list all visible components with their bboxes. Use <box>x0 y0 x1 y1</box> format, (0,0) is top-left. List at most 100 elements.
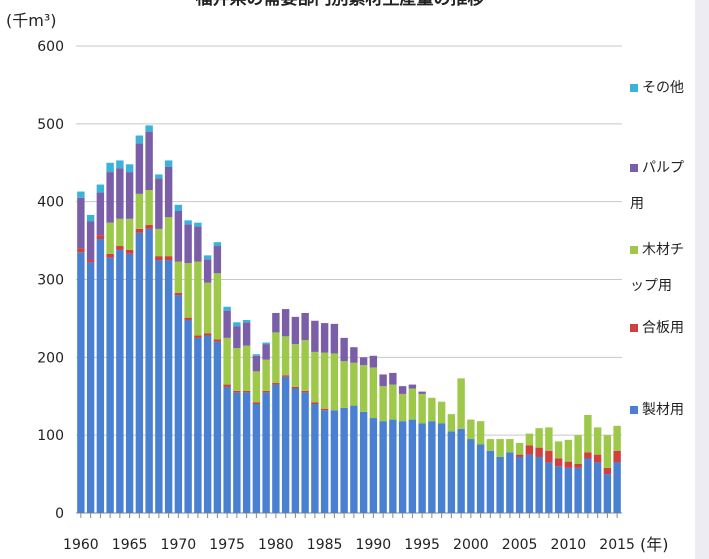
bar-segment <box>86 214 95 222</box>
bar-segment <box>262 390 270 393</box>
bar-segment <box>291 316 300 345</box>
bar-segment <box>330 323 339 354</box>
bar-segment <box>155 228 163 257</box>
bar-segment <box>106 257 114 513</box>
bar-segment <box>486 439 495 451</box>
bar-segment <box>125 249 134 254</box>
bar-segment <box>174 295 183 513</box>
legend-item: 合板用 <box>630 310 688 346</box>
x-axis-label: (年) <box>640 535 669 554</box>
bar-segment <box>203 259 212 283</box>
bar-segment <box>213 242 222 247</box>
bar-segment <box>252 355 261 372</box>
bar-segment <box>574 463 582 468</box>
bar-segment <box>291 388 300 513</box>
bar-segment <box>350 362 358 406</box>
bar-segment <box>106 172 114 223</box>
bar-segment <box>184 317 192 320</box>
bar-segment <box>301 312 309 341</box>
bar-segment <box>418 391 426 394</box>
x-tick-label: 1975 <box>209 537 245 553</box>
bar-segment <box>86 262 95 513</box>
y-tick-label: 0 <box>55 506 64 522</box>
bar-segment <box>96 192 105 236</box>
bar-segment <box>281 375 290 377</box>
bar-segment <box>506 452 514 513</box>
bar-segment <box>437 423 446 513</box>
bar-segment <box>135 232 144 514</box>
bar-segment <box>564 439 573 462</box>
bar-segment <box>301 392 309 513</box>
bar-segment <box>145 131 153 190</box>
bar-segment <box>86 221 95 261</box>
bar-segment <box>457 428 465 513</box>
bar-segment <box>379 374 387 387</box>
legend-swatch <box>630 246 638 254</box>
bar-segment <box>184 224 192 264</box>
bar-segment <box>194 222 202 227</box>
bar-segment <box>233 322 241 327</box>
bar-segment <box>242 345 251 391</box>
x-tick-label: 1965 <box>112 537 148 553</box>
bar-segment <box>106 162 114 173</box>
bar-segment <box>252 354 261 356</box>
bar-segment <box>272 312 280 333</box>
bar-segment <box>242 392 251 513</box>
bar-segment <box>398 386 407 394</box>
bar-segment <box>584 414 592 453</box>
bar-segment <box>320 410 329 513</box>
bar-segment <box>164 256 173 261</box>
bar-segment <box>116 160 124 169</box>
bar-segment <box>311 320 319 352</box>
bar-segment <box>213 246 222 274</box>
bar-segment <box>506 439 514 453</box>
bar-segment <box>311 402 319 405</box>
bar-segment <box>164 217 173 257</box>
bar-segment <box>379 421 387 513</box>
bar-segment <box>320 352 329 409</box>
x-tick-label: 1980 <box>258 537 294 553</box>
bar-segment <box>262 392 270 513</box>
legend-label: 合板用 <box>642 320 684 336</box>
bar-segment <box>164 166 173 218</box>
bar-segment <box>476 444 485 513</box>
y-tick-label: 400 <box>37 195 64 211</box>
bar-segment <box>77 191 85 198</box>
bar-segment <box>603 474 612 513</box>
bar-segment <box>96 235 105 240</box>
bar-segment <box>213 341 222 513</box>
bar-segment <box>252 404 261 513</box>
bar-segment <box>252 402 261 405</box>
bar-segment <box>574 467 582 513</box>
bar-segment <box>476 421 485 445</box>
bar-segment <box>184 263 192 318</box>
bar-segment <box>525 433 534 446</box>
bar-segment <box>262 344 270 360</box>
bar-segment <box>301 390 309 393</box>
bar-segment <box>564 461 573 468</box>
bar-segment <box>535 428 543 448</box>
bar-segment <box>116 168 124 219</box>
bar-segment <box>291 344 300 387</box>
bar-segment <box>554 466 563 513</box>
bar-segment <box>389 419 397 513</box>
bar-segment <box>389 372 397 385</box>
bar-segment <box>369 418 378 513</box>
bar-segment <box>359 411 368 513</box>
bar-segment <box>613 462 621 513</box>
bar-segment <box>281 376 290 513</box>
y-axis-label: (千m³) <box>6 11 57 30</box>
bar-segment <box>116 218 124 247</box>
bar-segment <box>252 371 261 403</box>
bar-segment <box>233 390 241 393</box>
bar-segment <box>86 260 95 263</box>
legend-swatch <box>630 324 638 332</box>
bar-segment <box>554 458 563 467</box>
bar-segment <box>213 339 222 342</box>
bar-segment <box>116 246 124 250</box>
bar-segment <box>535 447 543 457</box>
bar-segment <box>125 253 134 513</box>
bar-segment <box>545 462 553 513</box>
bar-segment <box>145 189 153 226</box>
x-tick-label: 1985 <box>307 537 343 553</box>
